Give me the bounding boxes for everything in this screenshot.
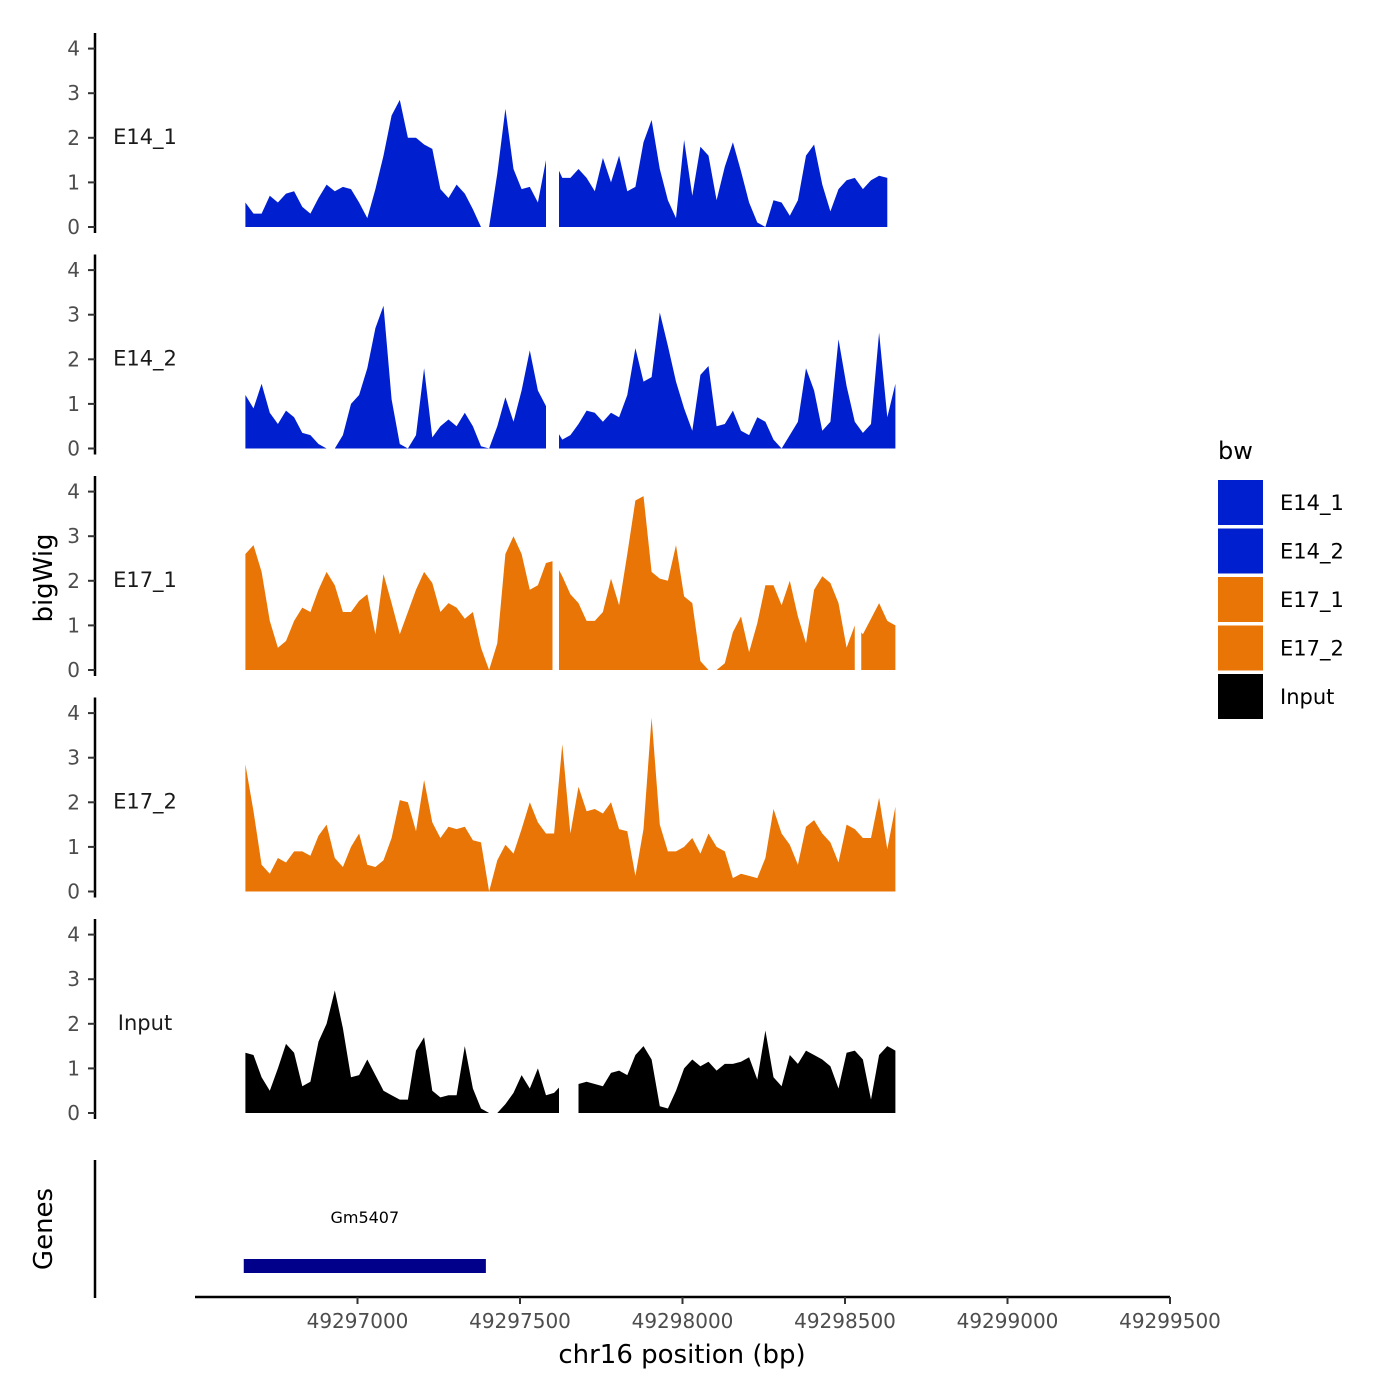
coverage-gap (546, 33, 559, 233)
x-axis-title: chr16 position (bp) (558, 1340, 805, 1370)
y-tick-label: 4 (67, 701, 80, 725)
x-tick-label: 49299000 (957, 1309, 1059, 1333)
coverage-gap (546, 254, 559, 455)
y-tick-label: 3 (67, 303, 80, 327)
coverage-gap (552, 476, 559, 676)
y-tick-label: 0 (67, 880, 80, 904)
x-tick-label: 49299500 (1119, 1309, 1221, 1333)
track-e14-2: 0 1 2 3 4 E14_2 (67, 254, 943, 461)
y-tick-label: 3 (67, 746, 80, 770)
y-tick-label: 2 (67, 347, 80, 371)
y-tick-label: 4 (67, 480, 80, 504)
legend-label: E14_2 (1280, 540, 1344, 565)
y-tick-label: 2 (67, 790, 80, 814)
track-label: Input (118, 1011, 172, 1035)
y-tick-label: 2 (67, 126, 80, 150)
y-tick-label: 4 (67, 923, 80, 947)
coverage-gap (559, 919, 579, 1119)
legend-key (1218, 480, 1263, 525)
legend-label: Input (1280, 685, 1334, 709)
signal-area-e14-2 (245, 305, 896, 449)
signal-area-e14-1 (245, 99, 888, 227)
y-tick-label: 1 (67, 613, 80, 637)
x-tick-label: 49297500 (469, 1309, 571, 1333)
y-tick-label: 1 (67, 170, 80, 194)
coverage-gap (854, 476, 862, 676)
y-tick-label: 1 (67, 835, 80, 859)
track-label: E14_1 (113, 125, 177, 150)
coverage-gap (949, 33, 959, 233)
track-e17-1: 0 1 2 3 4 E17_1 (67, 476, 896, 682)
track-input: 0 1 2 3 4 Input (67, 919, 896, 1125)
legend: bw E14_1 E14_2 E17_1 E17_2 Input (1218, 437, 1344, 719)
track-label: E17_2 (113, 790, 177, 815)
legend-label: E14_1 (1280, 491, 1344, 516)
legend-key (1218, 577, 1263, 622)
y-tick-label: 0 (67, 658, 80, 682)
genes-axis-title: Genes (29, 1188, 59, 1270)
legend-key (1218, 528, 1263, 574)
legend-label: E17_2 (1280, 637, 1344, 662)
y-tick-label: 4 (67, 258, 80, 282)
gene-body (243, 1259, 486, 1273)
signal-area-input (245, 990, 896, 1113)
legend-key (1218, 625, 1263, 671)
signal-area-e17-1 (245, 496, 896, 670)
y-tick-label: 1 (67, 1056, 80, 1080)
x-tick-label: 49298500 (794, 1309, 896, 1333)
y-tick-label: 4 (67, 37, 80, 61)
y-axis-title: bigWig (29, 533, 59, 622)
y-tick-label: 3 (67, 524, 80, 548)
y-tick-label: 3 (67, 967, 80, 991)
track-e14-1: 0 1 2 3 4 E14_1 (67, 33, 959, 239)
genes-panel: Genes Gm5407 (29, 1160, 486, 1298)
gene-label: Gm5407 (330, 1208, 399, 1227)
y-tick-label: 0 (67, 1101, 80, 1125)
track-label: E14_2 (113, 347, 177, 372)
track-panels: 0 1 2 3 4 E14_1 0 1 2 3 4 E14_2 0 1 2 3 4 E17_1 0 1 2 3 4 E17_2… (67, 33, 959, 1125)
y-tick-label: 0 (67, 437, 80, 461)
legend-label: E17_1 (1280, 588, 1344, 613)
x-tick-label: 49298000 (632, 1309, 734, 1333)
y-tick-label: 2 (67, 1012, 80, 1036)
coverage-gap (936, 254, 943, 455)
x-tick-label: 49297000 (307, 1309, 409, 1333)
y-tick-label: 1 (67, 392, 80, 416)
gene-items: Gm5407 (243, 1208, 486, 1273)
legend-key (1218, 674, 1263, 719)
y-tick-label: 2 (67, 569, 80, 593)
legend-title: bw (1218, 437, 1253, 465)
y-tick-label: 3 (67, 81, 80, 105)
track-label: E17_1 (113, 568, 177, 593)
y-tick-label: 0 (67, 215, 80, 239)
x-axis: 49297000 49297500 49298000 49298500 49299000… (195, 1295, 1221, 1333)
track-e17-2: 0 1 2 3 4 E17_2 (67, 697, 896, 904)
signal-area-e17-2 (245, 717, 896, 892)
